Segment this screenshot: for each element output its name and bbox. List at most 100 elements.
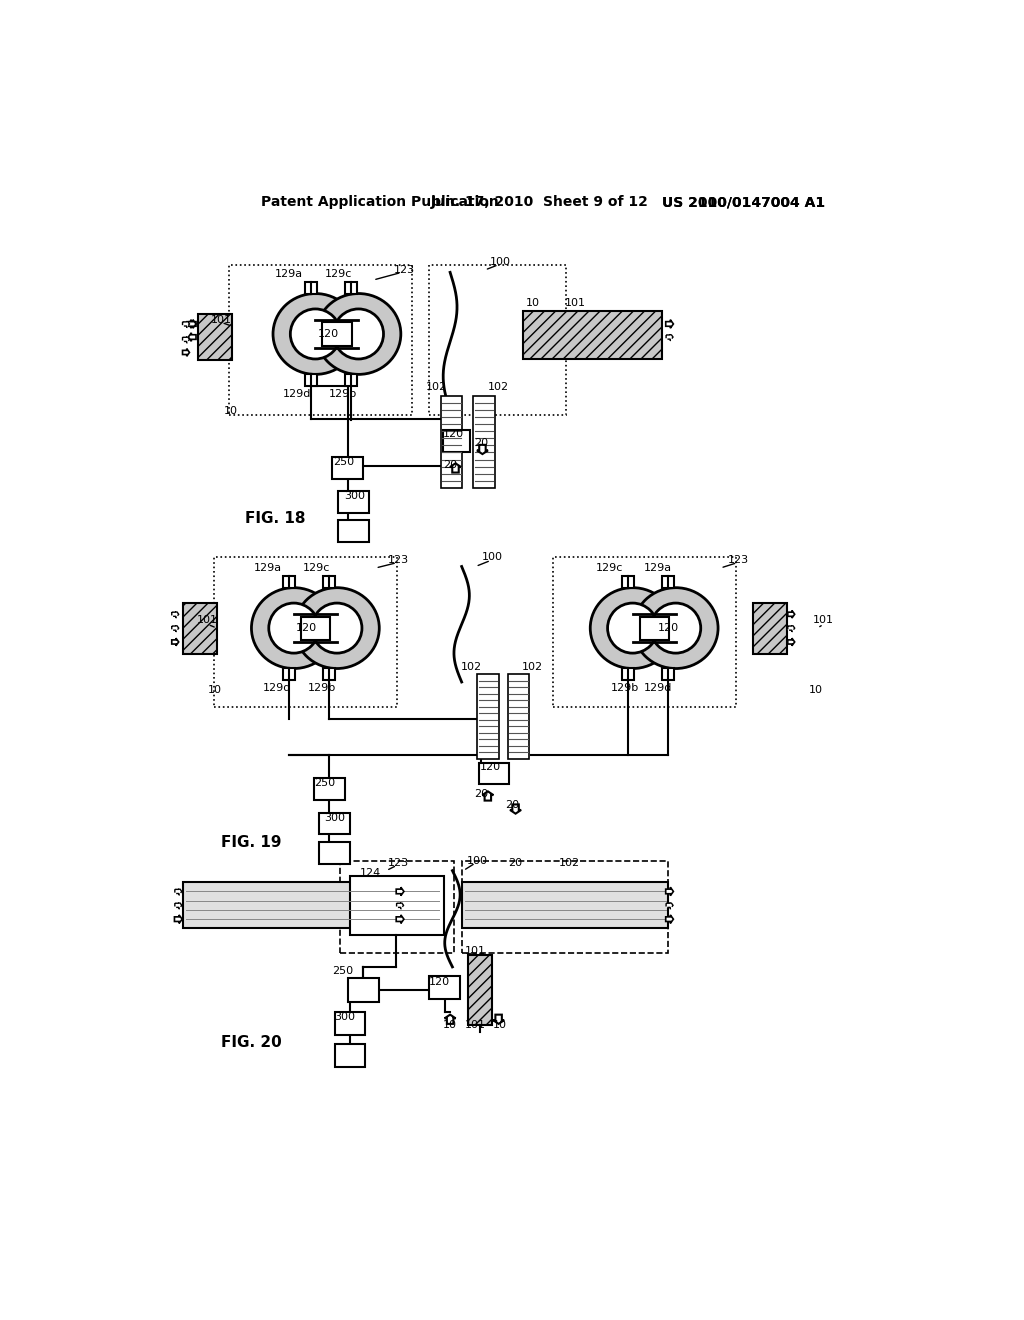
Bar xyxy=(335,1044,366,1067)
Text: 101: 101 xyxy=(465,1019,486,1030)
Bar xyxy=(304,281,316,294)
Polygon shape xyxy=(787,624,795,632)
Text: 250: 250 xyxy=(333,457,354,467)
Text: 129d: 129d xyxy=(283,389,311,399)
Bar xyxy=(294,614,337,642)
Polygon shape xyxy=(396,902,403,909)
Text: 102: 102 xyxy=(461,661,482,672)
Polygon shape xyxy=(182,335,189,343)
Text: US 2010/0147004 A1: US 2010/0147004 A1 xyxy=(662,195,825,210)
Text: 10: 10 xyxy=(208,685,222,694)
Bar xyxy=(335,1011,366,1035)
Bar xyxy=(339,520,370,543)
Bar xyxy=(473,396,495,488)
Text: 123: 123 xyxy=(393,265,415,275)
Ellipse shape xyxy=(334,309,384,359)
Bar xyxy=(429,265,566,414)
Ellipse shape xyxy=(650,603,700,653)
Polygon shape xyxy=(310,624,321,632)
Bar xyxy=(553,557,736,708)
Text: 129b: 129b xyxy=(330,389,357,399)
Ellipse shape xyxy=(312,603,361,653)
Bar xyxy=(319,813,350,834)
Ellipse shape xyxy=(634,587,718,668)
Text: 101: 101 xyxy=(211,315,231,325)
Text: 10: 10 xyxy=(809,685,823,694)
Text: 120: 120 xyxy=(658,623,679,634)
Bar xyxy=(304,374,316,387)
Text: 101: 101 xyxy=(465,946,486,957)
Polygon shape xyxy=(477,445,488,454)
Bar xyxy=(183,603,217,653)
Bar xyxy=(315,321,358,348)
Bar xyxy=(323,576,336,589)
Bar xyxy=(479,763,509,784)
Polygon shape xyxy=(666,333,673,341)
Text: US 2100/0147004 A1: US 2100/0147004 A1 xyxy=(662,195,825,210)
Bar xyxy=(339,491,370,512)
Ellipse shape xyxy=(590,587,675,668)
Ellipse shape xyxy=(607,603,657,653)
Bar xyxy=(345,374,357,387)
Text: 129d: 129d xyxy=(263,684,292,693)
Text: 120: 120 xyxy=(479,763,501,772)
Bar xyxy=(323,668,336,681)
Text: 102: 102 xyxy=(522,661,543,672)
Text: 250: 250 xyxy=(313,777,335,788)
Bar xyxy=(350,876,444,935)
Polygon shape xyxy=(444,1015,456,1024)
Polygon shape xyxy=(174,915,182,924)
Bar xyxy=(462,861,668,953)
Bar xyxy=(523,312,662,359)
Ellipse shape xyxy=(316,293,400,375)
Polygon shape xyxy=(172,638,178,645)
Bar xyxy=(283,576,295,589)
Text: 102: 102 xyxy=(426,381,446,392)
Polygon shape xyxy=(182,348,189,356)
Bar xyxy=(345,281,357,294)
Text: 10: 10 xyxy=(494,1019,507,1030)
Text: 100: 100 xyxy=(467,855,487,866)
Text: FIG. 18: FIG. 18 xyxy=(245,511,305,527)
Bar xyxy=(333,457,364,479)
Text: 20: 20 xyxy=(474,438,488,449)
Text: 10: 10 xyxy=(223,407,238,416)
Bar xyxy=(429,977,460,999)
Text: 100: 100 xyxy=(482,552,503,562)
Bar xyxy=(348,978,379,1002)
Bar xyxy=(313,779,345,800)
Polygon shape xyxy=(182,321,189,327)
Text: 300: 300 xyxy=(325,813,346,822)
Polygon shape xyxy=(172,610,178,618)
Polygon shape xyxy=(188,333,196,342)
Polygon shape xyxy=(188,319,196,329)
Polygon shape xyxy=(666,915,674,924)
Text: 129c: 129c xyxy=(325,269,352,279)
Text: 300: 300 xyxy=(345,491,366,500)
Text: 129a: 129a xyxy=(644,564,672,573)
Bar xyxy=(199,314,232,360)
Text: 100: 100 xyxy=(489,257,511,268)
Text: 120: 120 xyxy=(443,429,464,440)
Bar xyxy=(633,614,676,642)
Text: 129a: 129a xyxy=(275,269,303,279)
Bar xyxy=(477,675,499,759)
Polygon shape xyxy=(396,915,403,924)
Bar xyxy=(508,675,529,759)
Polygon shape xyxy=(510,804,521,813)
Text: US 2100/0147004 A1: US 2100/0147004 A1 xyxy=(662,195,825,210)
Polygon shape xyxy=(450,463,461,473)
Bar xyxy=(323,322,351,346)
Text: 101: 101 xyxy=(197,615,218,626)
Text: FIG. 20: FIG. 20 xyxy=(221,1035,283,1049)
Text: 20: 20 xyxy=(443,459,457,470)
Ellipse shape xyxy=(273,293,357,375)
Polygon shape xyxy=(787,638,795,645)
Text: 129d: 129d xyxy=(644,684,672,693)
Bar xyxy=(662,668,674,681)
Bar xyxy=(340,861,454,953)
Text: 20: 20 xyxy=(509,858,522,869)
Text: 101: 101 xyxy=(813,615,835,626)
Text: 124: 124 xyxy=(360,869,381,878)
Text: 129b: 129b xyxy=(610,684,639,693)
